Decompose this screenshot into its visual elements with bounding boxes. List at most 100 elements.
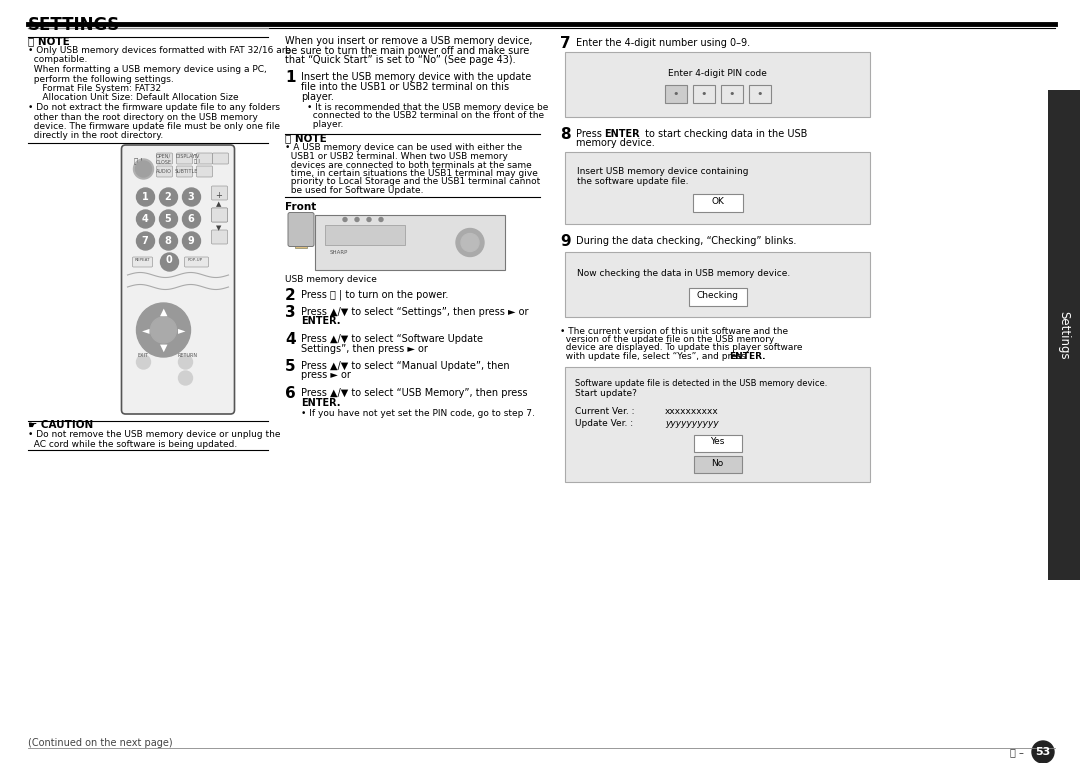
Text: SUBTITLE: SUBTITLE: [175, 169, 198, 174]
FancyBboxPatch shape: [157, 166, 173, 177]
Circle shape: [379, 217, 383, 221]
Text: 3: 3: [285, 305, 296, 320]
Circle shape: [135, 161, 151, 177]
Text: ENTER: ENTER: [604, 129, 639, 139]
Text: 1: 1: [141, 192, 148, 202]
Text: perform the following settings.: perform the following settings.: [28, 75, 174, 83]
Text: Update Ver. :: Update Ver. :: [575, 418, 633, 427]
FancyBboxPatch shape: [288, 213, 314, 246]
Circle shape: [136, 232, 154, 250]
Text: Allocation Unit Size: Default Allocation Size: Allocation Unit Size: Default Allocation…: [28, 94, 239, 102]
Text: compatible.: compatible.: [28, 56, 87, 65]
Text: POP-UP: POP-UP: [188, 258, 203, 262]
Circle shape: [160, 188, 177, 206]
Text: • The current version of this unit software and the: • The current version of this unit softw…: [561, 327, 788, 336]
Text: xxxxxxxxxx: xxxxxxxxxx: [665, 407, 719, 416]
Text: Now checking the data in USB memory device.: Now checking the data in USB memory devi…: [577, 269, 791, 278]
Text: • Only USB memory devices formatted with FAT 32/16 are: • Only USB memory devices formatted with…: [28, 46, 291, 55]
FancyBboxPatch shape: [213, 153, 229, 164]
Text: Yes: Yes: [711, 437, 725, 446]
FancyBboxPatch shape: [176, 166, 192, 177]
Bar: [692, 85, 715, 103]
Text: ☛ CAUTION: ☛ CAUTION: [28, 420, 93, 430]
Bar: [565, 52, 870, 117]
Text: • Do not extract the firmware update file to any folders: • Do not extract the firmware update fil…: [28, 103, 280, 112]
Text: OK: OK: [711, 198, 724, 207]
Circle shape: [343, 217, 347, 221]
Text: ▼: ▼: [160, 343, 167, 353]
Text: USB memory device: USB memory device: [285, 275, 377, 284]
Text: •: •: [672, 89, 678, 99]
Text: memory device.: memory device.: [576, 137, 654, 147]
Text: 53: 53: [1036, 747, 1051, 757]
Text: • A USB memory device can be used with either the: • A USB memory device can be used with e…: [285, 143, 522, 153]
Text: RETURN: RETURN: [177, 353, 198, 358]
Text: player.: player.: [301, 92, 334, 101]
Text: Settings: Settings: [1057, 311, 1070, 359]
Text: • It is recommended that the USB memory device be: • It is recommended that the USB memory …: [307, 103, 549, 112]
Text: Current Ver. :: Current Ver. :: [575, 407, 635, 416]
Text: ENTER.: ENTER.: [729, 352, 766, 361]
Text: ⏻ I: ⏻ I: [134, 157, 141, 163]
Circle shape: [183, 232, 201, 250]
Bar: [692, 194, 743, 212]
Circle shape: [136, 188, 154, 206]
Circle shape: [150, 317, 176, 343]
Text: ▲: ▲: [160, 307, 167, 317]
Circle shape: [160, 210, 177, 228]
Text: devices are connected to both terminals at the same: devices are connected to both terminals …: [285, 160, 531, 169]
Text: TV: TV: [193, 154, 200, 159]
Text: EXIT: EXIT: [137, 353, 149, 358]
Text: ►: ►: [178, 325, 186, 335]
Text: ENTER.: ENTER.: [301, 398, 340, 407]
Text: When you insert or remove a USB memory device,: When you insert or remove a USB memory d…: [285, 36, 532, 46]
Text: press ► or: press ► or: [301, 371, 354, 381]
Text: yyyyyyyyyy: yyyyyyyyyy: [665, 418, 719, 427]
Text: When formatting a USB memory device using a PC,: When formatting a USB memory device usin…: [28, 65, 267, 74]
Bar: [693, 434, 742, 452]
Circle shape: [134, 159, 153, 179]
FancyBboxPatch shape: [212, 230, 228, 244]
Text: Press ▲/▼ to select “USB Memory”, then press: Press ▲/▼ to select “USB Memory”, then p…: [301, 388, 527, 398]
Text: 1: 1: [285, 70, 296, 85]
Text: (Continued on the next page): (Continued on the next page): [28, 738, 173, 748]
Text: the software update file.: the software update file.: [577, 177, 689, 186]
Text: ⏻ I: ⏻ I: [193, 159, 200, 164]
Text: 4: 4: [141, 214, 148, 224]
Text: DISPLAY: DISPLAY: [175, 154, 195, 159]
Text: time, in certain situations the USB1 terminal may give: time, in certain situations the USB1 ter…: [285, 169, 538, 178]
Text: Format File System: FAT32: Format File System: FAT32: [28, 84, 161, 93]
Text: ⓦ –: ⓦ –: [1010, 747, 1026, 757]
Text: file into the USB1 or USB2 terminal on this: file into the USB1 or USB2 terminal on t…: [301, 82, 509, 92]
FancyBboxPatch shape: [133, 257, 152, 267]
Text: Start update?: Start update?: [575, 388, 637, 398]
Text: player.: player.: [307, 120, 343, 129]
Bar: [565, 152, 870, 224]
Text: 3: 3: [188, 192, 194, 202]
FancyBboxPatch shape: [212, 186, 228, 200]
Text: Enter 4-digit PIN code: Enter 4-digit PIN code: [669, 69, 767, 78]
FancyBboxPatch shape: [197, 166, 213, 177]
Text: No: No: [712, 459, 724, 468]
FancyBboxPatch shape: [157, 153, 173, 164]
Text: 6: 6: [285, 386, 296, 401]
FancyBboxPatch shape: [212, 208, 228, 222]
Text: to start checking data in the USB: to start checking data in the USB: [642, 129, 808, 139]
Circle shape: [178, 355, 192, 369]
Text: Settings”, then press ► or: Settings”, then press ► or: [301, 343, 431, 353]
Circle shape: [161, 253, 178, 271]
Circle shape: [136, 303, 190, 357]
Text: ENTER.: ENTER.: [301, 317, 340, 327]
Text: •: •: [728, 89, 734, 99]
FancyBboxPatch shape: [185, 257, 208, 267]
Circle shape: [178, 371, 192, 385]
Text: Front: Front: [285, 202, 316, 213]
Text: SETTINGS: SETTINGS: [28, 16, 120, 34]
Text: 6: 6: [188, 214, 194, 224]
Text: 9: 9: [188, 236, 194, 246]
Text: device are displayed. To update this player software: device are displayed. To update this pla…: [561, 343, 802, 353]
Text: 2: 2: [164, 192, 172, 202]
Text: 5: 5: [164, 214, 172, 224]
Text: connected to the USB2 terminal on the front of the: connected to the USB2 terminal on the fr…: [307, 111, 544, 121]
Text: Enter the 4-digit number using 0–9.: Enter the 4-digit number using 0–9.: [576, 38, 751, 48]
